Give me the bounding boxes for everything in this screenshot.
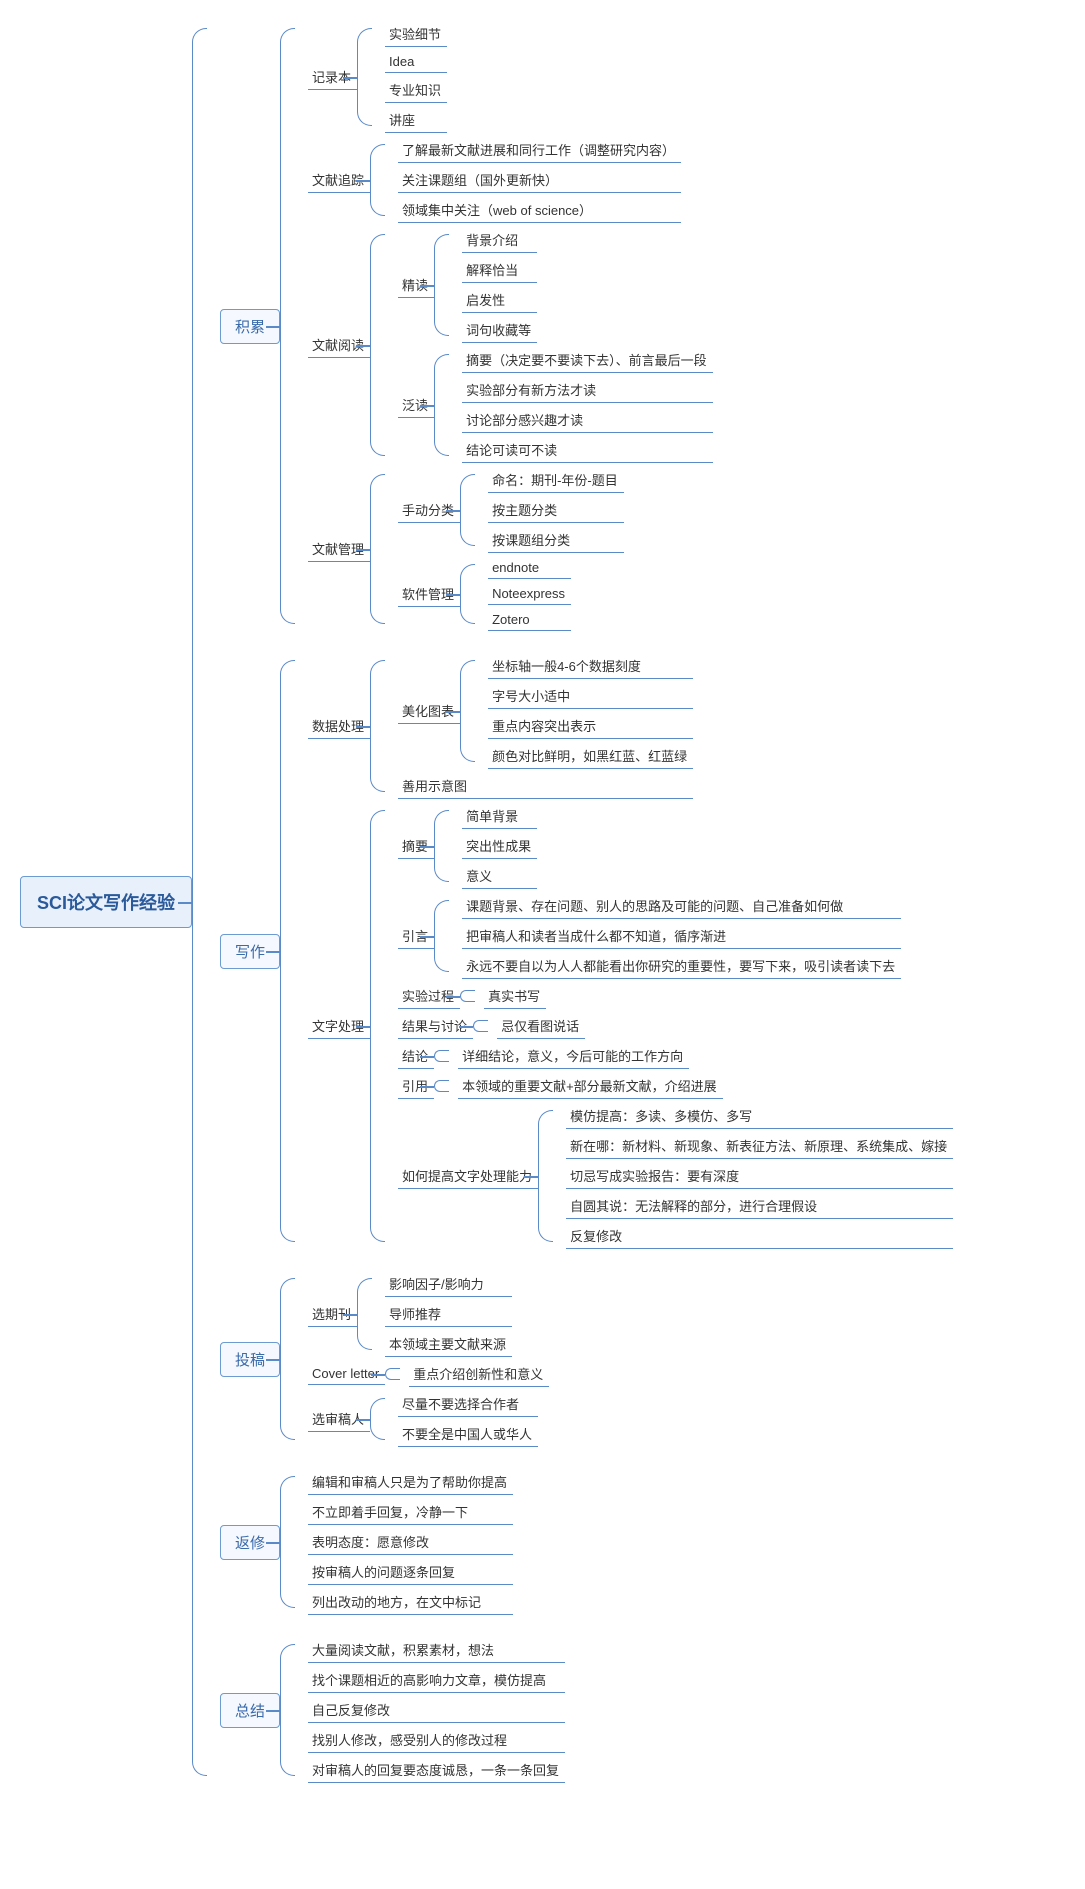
node-sygc: 实验过程 真实书写 [398,982,953,1010]
leaf: 表明态度：愿意修改 [308,1529,513,1555]
leaf: 按审稿人的问题逐条回复 [308,1559,513,1585]
branch-jilei: 积累 记录本 实验细节 Idea 专业知识 讲座 文献追踪 [220,20,953,632]
leaf: 忌仅看图说话 [497,1013,585,1039]
leaf: 实验细节 [385,21,447,47]
node-rjgl: 软件管理 endnote Noteexpress Zotero [398,556,624,632]
node-sjcl: 数据处理 美化图表 坐标轴一般4-6个数据刻度 字号大小适中 重点内容突出表示 … [308,652,953,800]
leaf: 导师推荐 [385,1301,512,1327]
leaf: 摘要（决定要不要读下去）、前言最后一段 [462,347,713,373]
leaf: 切忌写成实验报告：要有深度 [566,1163,953,1189]
leaf: 真实书写 [484,983,546,1009]
leaf: 反复修改 [566,1223,953,1249]
root-children: 积累 记录本 实验细节 Idea 专业知识 讲座 文献追踪 [220,20,953,1784]
node-sdfl: 手动分类 命名：期刊-年份-题目 按主题分类 按课题组分类 [398,466,624,554]
node-yy2: 引用 本领域的重要文献+部分最新文献，介绍进展 [398,1072,953,1100]
leaf: 字号大小适中 [488,683,693,709]
leaf: 了解最新文献进展和同行工作（调整研究内容） [398,137,681,163]
node-mhtb: 美化图表 坐标轴一般4-6个数据刻度 字号大小适中 重点内容突出表示 颜色对比鲜… [398,652,693,770]
leaf: 意义 [462,863,537,889]
root-node: SCI论文写作经验 [20,876,192,928]
leaf: 不立即着手回复，冷静一下 [308,1499,513,1525]
branch-xiezuo: 写作 数据处理 美化图表 坐标轴一般4-6个数据刻度 字号大小适中 [220,652,953,1250]
node-rhtg-label: 如何提高文字处理能力 [398,1163,538,1189]
leaf: 领域集中关注（web of science） [398,197,681,223]
b1-bracket [280,20,308,632]
leaf: 重点内容突出表示 [488,713,693,739]
leaf: 详细结论，意义，今后可能的工作方向 [458,1043,689,1069]
leaf: 讨论部分感兴趣才读 [462,407,713,433]
leaf: 本领域主要文献来源 [385,1331,512,1357]
leaf: 讲座 [385,107,447,133]
leaf-syst: 善用示意图 [398,773,693,799]
node-zy: 摘要 简单背景 突出性成果 意义 [398,802,953,890]
leaf: 坐标轴一般4-6个数据刻度 [488,653,693,679]
leaf: 重点介绍创新性和意义 [409,1361,549,1387]
leaf: 词句收藏等 [462,317,537,343]
leaf: 永远不要自以为人人都能看出你研究的重要性，要写下来，吸引读者读下去 [462,953,901,979]
node-jl: 结论 详细结论，意义，今后可能的工作方向 [398,1042,953,1070]
leaf: 找个课题相近的高影响力文章，模仿提高 [308,1667,565,1693]
leaf: 按课题组分类 [488,527,624,553]
leaf: 模仿提高：多读、多模仿、多写 [566,1103,953,1129]
leaf: 实验部分有新方法才读 [462,377,713,403]
mindmap-root-row: SCI论文写作经验 积累 记录本 实验细节 Idea 专业知识 讲座 [20,20,1065,1784]
node-jiluben: 记录本 实验细节 Idea 专业知识 讲座 [308,20,713,134]
leaf: 本领域的重要文献+部分最新文献，介绍进展 [458,1073,723,1099]
node-cover: Cover letter 重点介绍创新性和意义 [308,1360,549,1388]
b1-children: 记录本 实验细节 Idea 专业知识 讲座 文献追踪 了解最新文献进展和同行工作… [308,20,713,632]
node-wzcl: 文字处理 摘要 简单背景 突出性成果 意义 [308,802,953,1250]
leaf: 尽量不要选择合作者 [398,1391,538,1417]
leaf: 新在哪：新材料、新现象、新表征方法、新原理、系统集成、嫁接 [566,1133,953,1159]
leaf: 结论可读可不读 [462,437,713,463]
leaf: 列出改动的地方，在文中标记 [308,1589,513,1615]
node-xsgr: 选审稿人 尽量不要选择合作者 不要全是中国人或华人 [308,1390,549,1448]
node-wxyd: 文献阅读 精读 背景介绍 解释恰当 启发性 词句收藏等 [308,226,713,464]
leaf: 对审稿人的回复要态度诚恳，一条一条回复 [308,1757,565,1783]
node-yy: 引言 课题背景、存在问题、别人的思路及可能的问题、自己准备如何做 把审稿人和读者… [398,892,953,980]
leaf: 启发性 [462,287,537,313]
leaf: 自圆其说：无法解释的部分，进行合理假设 [566,1193,953,1219]
node-jingdu: 精读 背景介绍 解释恰当 启发性 词句收藏等 [398,226,713,344]
node-xqk: 选期刊 影响因子/影响力 导师推荐 本领域主要文献来源 [308,1270,549,1358]
branch-fanxiu: 返修 编辑和审稿人只是为了帮助你提高 不立即着手回复，冷静一下 表明态度：愿意修… [220,1468,953,1616]
leaf: 编辑和审稿人只是为了帮助你提高 [308,1469,513,1495]
branch-zongjie: 总结 大量阅读文献，积累素材，想法 找个课题相近的高影响力文章，模仿提高 自己反… [220,1636,953,1784]
leaf: endnote [488,557,571,579]
leaf: 影响因子/影响力 [385,1271,512,1297]
node-rhtg: 如何提高文字处理能力 模仿提高：多读、多模仿、多写 新在哪：新材料、新现象、新表… [398,1102,953,1250]
leaf: 按主题分类 [488,497,624,523]
leaf: Zotero [488,609,571,631]
leaf: 颜色对比鲜明，如黑红蓝、红蓝绿 [488,743,693,769]
node-jgtl: 结果与讨论 忌仅看图说话 [398,1012,953,1040]
leaf: 把审稿人和读者当成什么都不知道，循序渐进 [462,923,901,949]
leaf: 大量阅读文献，积累素材，想法 [308,1637,565,1663]
leaf: 背景介绍 [462,227,537,253]
leaf: 突出性成果 [462,833,537,859]
branch-tougao: 投稿 选期刊 影响因子/影响力 导师推荐 本领域主要文献来源 Cover let… [220,1270,953,1448]
node-wxgl: 文献管理 手动分类 命名：期刊-年份-题目 按主题分类 按课题组分类 [308,466,713,632]
leaf: 关注课题组（国外更新快） [398,167,681,193]
leaf: 简单背景 [462,803,537,829]
leaf: 课题背景、存在问题、别人的思路及可能的问题、自己准备如何做 [462,893,901,919]
leaf: 专业知识 [385,77,447,103]
leaf: 找别人修改，感受别人的修改过程 [308,1727,565,1753]
leaf: Noteexpress [488,583,571,605]
node-fandu: 泛读 摘要（决定要不要读下去）、前言最后一段 实验部分有新方法才读 讨论部分感兴… [398,346,713,464]
leaf: 解释恰当 [462,257,537,283]
leaf: 命名：期刊-年份-题目 [488,467,624,493]
leaf: Idea [385,51,447,73]
leaf: 不要全是中国人或华人 [398,1421,538,1447]
node-wxzz: 文献追踪 了解最新文献进展和同行工作（调整研究内容） 关注课题组（国外更新快） … [308,136,713,224]
root-bracket [192,20,220,1784]
leaf: 自己反复修改 [308,1697,565,1723]
